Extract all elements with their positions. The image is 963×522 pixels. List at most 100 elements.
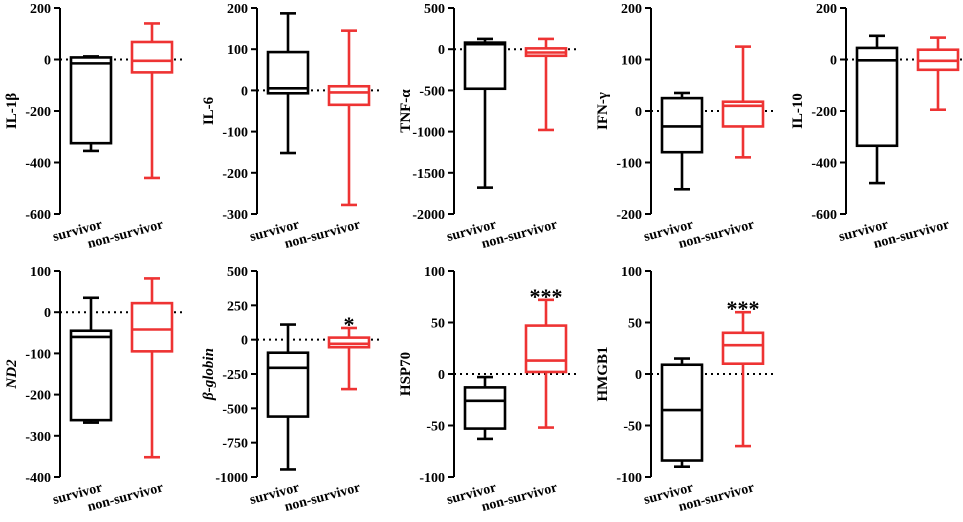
panel-8: 100500-50-100HSP70survivornon-survivor**… [398, 265, 578, 515]
y-tick-label: 0 [44, 54, 51, 69]
y-tick-label: -1000 [215, 471, 248, 486]
panel-7: 5002500-250-500-750-1000β-globinsurvivor… [201, 265, 381, 515]
non-survivor-box [524, 37, 568, 132]
survivor-box [266, 323, 310, 471]
y-tick-label: -100 [616, 157, 642, 172]
y-tick-label: -600 [811, 208, 837, 223]
y-tick-label: -200 [616, 208, 642, 223]
y-tick-label: 200 [621, 2, 642, 17]
y-tick-label: -200 [25, 389, 51, 404]
y-tick-label: 0 [438, 43, 445, 58]
y-tick-label: -1500 [412, 167, 445, 182]
y-tick-label: 0 [635, 105, 642, 120]
iqr-box [463, 386, 507, 430]
y-axis-title: IFN-γ [595, 92, 611, 130]
y-tick-label: 200 [30, 2, 51, 17]
survivor-box [463, 37, 507, 189]
survivor-box [660, 91, 704, 191]
y-axis-title: HSP70 [398, 352, 414, 396]
panel-6: 1000-100-200-300-400ND2survivornon-survi… [4, 265, 184, 515]
y-tick-label: -600 [25, 208, 51, 223]
y-tick-label: -200 [25, 105, 51, 120]
non-survivor-box [721, 310, 765, 448]
y-tick-label: 100 [424, 265, 445, 280]
y-axis-title: ND2 [4, 359, 20, 390]
panel-1: 2000-200-400-600IL-1βsurvivornon-survivo… [4, 2, 184, 252]
significance-marker: * [344, 312, 355, 337]
y-tick-label: 200 [816, 2, 837, 17]
y-tick-label: -400 [25, 471, 51, 486]
iqr-box [327, 336, 371, 349]
significance-marker: *** [530, 284, 563, 309]
non-survivor-box [916, 36, 960, 112]
iqr-box [266, 50, 310, 95]
y-tick-label: -100 [616, 471, 642, 486]
y-axis-title: HMGB1 [595, 347, 611, 402]
non-survivor-box [327, 326, 371, 391]
y-tick-label: -100 [25, 347, 51, 362]
survivor-box [660, 357, 704, 469]
survivor-box [855, 34, 899, 185]
y-tick-label: -300 [25, 430, 51, 445]
iqr-box [69, 329, 113, 422]
y-tick-label: 50 [628, 317, 642, 332]
survivor-box [266, 12, 310, 155]
y-tick-label: -100 [222, 126, 248, 141]
y-tick-label: 0 [438, 368, 445, 383]
significance-marker: *** [727, 296, 760, 321]
panel-3: 5000-500-1000-1500-2000TNF-αsurvivornon-… [398, 2, 578, 252]
y-tick-label: -1000 [412, 126, 445, 141]
non-survivor-box [327, 29, 371, 207]
iqr-box [130, 301, 174, 353]
y-tick-label: -400 [811, 157, 837, 172]
y-axis-title: IL-6 [201, 96, 217, 125]
iqr-box [660, 363, 704, 462]
y-tick-label: -500 [222, 402, 248, 417]
survivor-box [69, 55, 113, 153]
y-tick-label: 100 [621, 265, 642, 280]
y-tick-label: 0 [241, 334, 248, 349]
iqr-box [524, 324, 568, 374]
y-tick-label: -50 [426, 420, 445, 435]
y-axis-title: TNF-α [398, 89, 414, 133]
y-tick-label: 0 [44, 306, 51, 321]
iqr-box [69, 56, 113, 145]
non-survivor-box [524, 298, 568, 429]
iqr-box [721, 331, 765, 365]
y-tick-label: -50 [623, 420, 642, 435]
y-tick-label: -100 [419, 471, 445, 486]
iqr-box [463, 41, 507, 91]
y-tick-label: 500 [227, 265, 248, 280]
y-axis-title: IL-1β [4, 93, 20, 129]
y-tick-label: -400 [25, 157, 51, 172]
non-survivor-box [130, 22, 174, 180]
iqr-box [855, 46, 899, 148]
y-axis-title: IL-10 [790, 93, 806, 129]
y-tick-label: 0 [830, 54, 837, 69]
y-tick-label: 500 [424, 2, 445, 17]
iqr-box [327, 84, 371, 107]
iqr-box [130, 40, 174, 74]
panel-2: 2001000-100-200-300IL-6survivornon-survi… [201, 2, 381, 252]
y-axis-title: β-globin [201, 348, 217, 401]
iqr-box [266, 351, 310, 418]
panel-9: 100500-50-100HMGB1survivornon-survivor**… [595, 265, 775, 515]
non-survivor-box [130, 277, 174, 459]
y-tick-label: 50 [431, 317, 445, 332]
y-tick-label: -250 [222, 368, 248, 383]
y-tick-label: 100 [227, 43, 248, 58]
y-tick-label: -300 [222, 208, 248, 223]
y-tick-label: 0 [241, 84, 248, 99]
y-tick-label: 200 [227, 2, 248, 17]
y-tick-label: 250 [227, 299, 248, 314]
y-tick-label: 100 [621, 54, 642, 69]
survivor-box [463, 375, 507, 441]
y-tick-label: -500 [419, 84, 445, 99]
y-tick-label: -200 [222, 167, 248, 182]
y-tick-label: -200 [811, 105, 837, 120]
y-tick-label: -750 [222, 437, 248, 452]
y-tick-label: -2000 [412, 208, 445, 223]
non-survivor-box [721, 45, 765, 159]
